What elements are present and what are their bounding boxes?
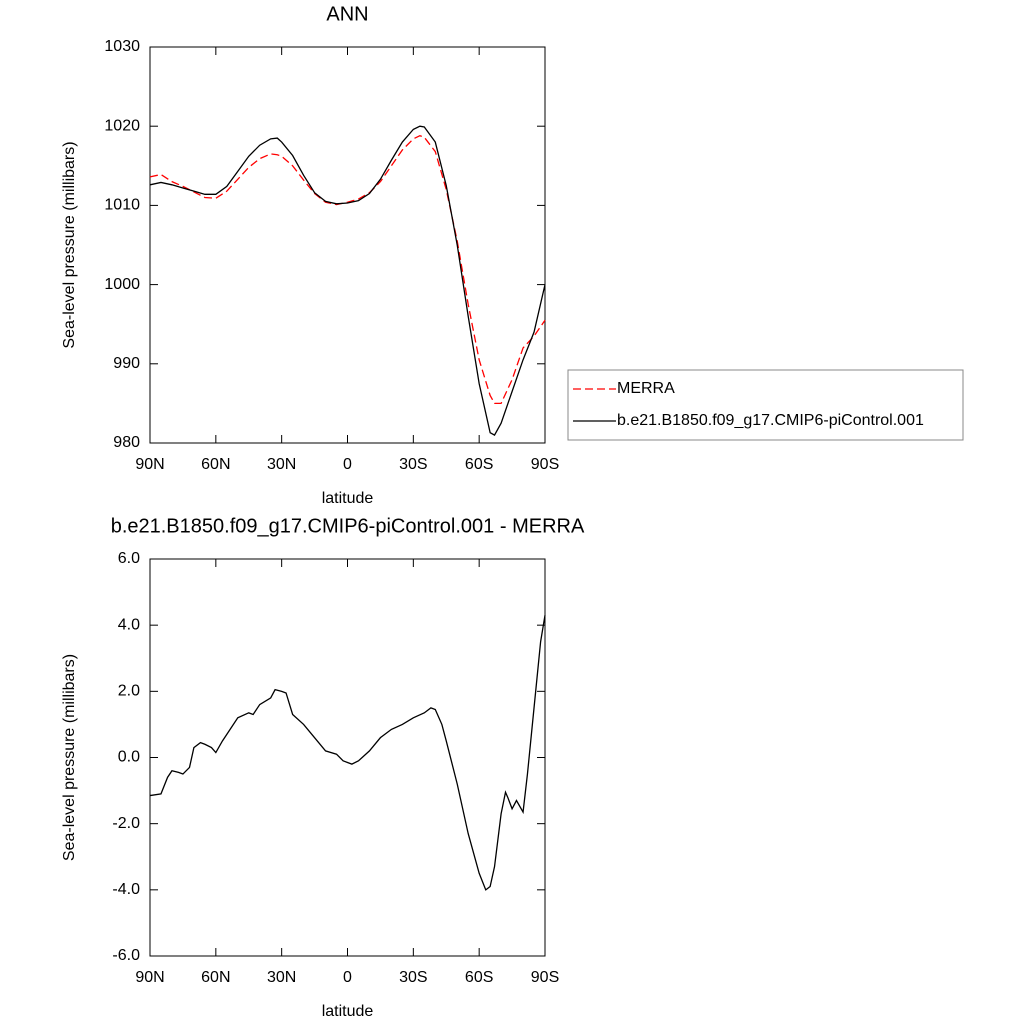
x-tick-label: 60N [201,969,230,986]
x-tick-label: 0 [343,969,352,986]
x-tick-label: 30N [267,456,296,473]
x-axis-label: latitude [322,490,374,507]
plot-frame [149,558,546,957]
y-tick-label: 6.0 [118,550,140,567]
data-line [149,134,546,405]
y-tick-label: 990 [113,355,140,372]
y-tick-label: -4.0 [112,881,140,898]
y-tick-label: 0.0 [118,749,140,766]
x-tick-label: 90N [135,456,164,473]
chart-title: ANN [326,3,368,25]
y-tick-label: 2.0 [118,683,140,700]
x-tick-label: 30S [399,456,427,473]
x-tick-label: 90S [531,969,559,986]
y-axis-label: Sea-level pressure (millibars) [61,141,78,348]
y-tick-label: -6.0 [112,947,140,964]
y-tick-label: 4.0 [118,616,140,633]
y-tick-label: -2.0 [112,815,140,832]
x-tick-label: 60S [465,456,493,473]
y-tick-label: 1000 [104,276,140,293]
x-tick-label: 90N [135,969,164,986]
legend-label: MERRA [617,380,675,397]
x-tick-label: 60S [465,969,493,986]
x-axis-label: latitude [322,1003,374,1020]
x-tick-label: 90S [531,456,559,473]
data-line [149,615,546,891]
legend-box [567,369,964,441]
y-tick-label: 1020 [104,117,140,134]
x-tick-label: 60N [201,456,230,473]
data-line [149,125,546,436]
x-tick-label: 0 [343,456,352,473]
y-axis-label: Sea-level pressure (millibars) [61,654,78,861]
chart-title: b.e21.B1850.f09_g17.CMIP6-piControl.001 … [111,515,585,537]
x-tick-label: 30S [399,969,427,986]
legend-label: b.e21.B1850.f09_g17.CMIP6-piControl.001 [617,412,924,429]
y-tick-label: 1010 [104,197,140,214]
x-tick-label: 30N [267,969,296,986]
y-tick-label: 980 [113,434,140,451]
plot-frame [149,46,546,444]
y-tick-label: 1030 [104,38,140,55]
